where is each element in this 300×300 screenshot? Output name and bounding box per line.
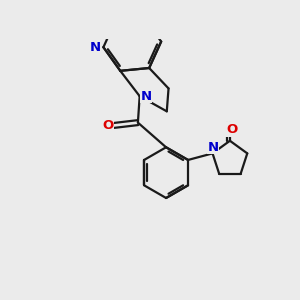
Text: O: O bbox=[226, 123, 237, 136]
Text: N: N bbox=[140, 90, 152, 103]
Text: O: O bbox=[102, 119, 113, 132]
Text: N: N bbox=[207, 140, 218, 154]
Text: N: N bbox=[90, 41, 101, 54]
